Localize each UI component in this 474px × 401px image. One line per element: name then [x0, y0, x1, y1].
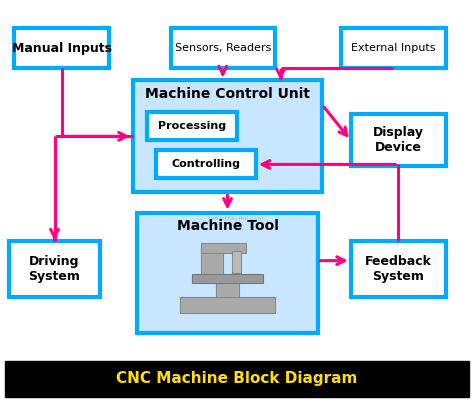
Bar: [201, 249, 223, 283]
Bar: [180, 297, 275, 313]
Text: Display
Device: Display Device: [373, 126, 424, 154]
Text: Manual Inputs: Manual Inputs: [12, 42, 111, 55]
FancyBboxPatch shape: [351, 114, 446, 166]
FancyBboxPatch shape: [351, 241, 446, 297]
FancyBboxPatch shape: [14, 28, 109, 68]
FancyBboxPatch shape: [5, 361, 469, 397]
FancyBboxPatch shape: [171, 28, 275, 68]
FancyBboxPatch shape: [137, 213, 318, 333]
Text: Controlling: Controlling: [172, 160, 241, 169]
Text: CNC Machine Block Diagram: CNC Machine Block Diagram: [116, 371, 358, 387]
FancyBboxPatch shape: [9, 241, 100, 297]
Bar: [216, 281, 239, 297]
Text: External Inputs: External Inputs: [351, 43, 436, 53]
FancyBboxPatch shape: [147, 112, 237, 140]
Text: www.theclee.com: www.theclee.com: [209, 216, 265, 221]
Bar: [192, 274, 263, 283]
Bar: [232, 251, 241, 273]
FancyBboxPatch shape: [341, 28, 446, 68]
Text: Driving
System: Driving System: [28, 255, 81, 283]
FancyBboxPatch shape: [133, 80, 322, 192]
FancyBboxPatch shape: [156, 150, 256, 178]
Text: Feedback
System: Feedback System: [365, 255, 432, 283]
Bar: [201, 243, 246, 253]
Text: Sensors, Readers: Sensors, Readers: [174, 43, 271, 53]
Text: Machine Tool: Machine Tool: [177, 219, 278, 233]
Text: Processing: Processing: [158, 122, 226, 131]
Text: Machine Control Unit: Machine Control Unit: [145, 87, 310, 101]
